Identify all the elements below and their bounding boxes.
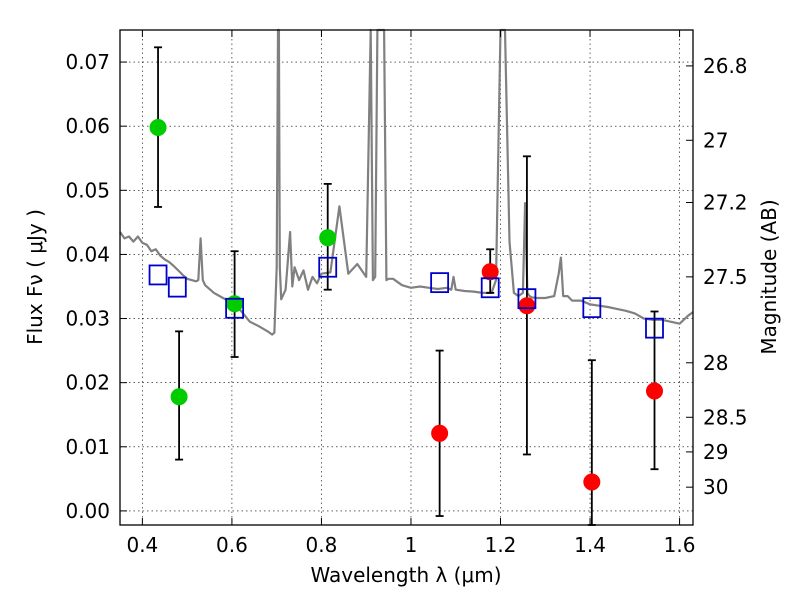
- y-tick-label: 0.05: [65, 178, 110, 202]
- x-tick-label: 1: [405, 533, 418, 557]
- model-sed-line: [119, 28, 694, 336]
- model-photometry-point: [225, 297, 245, 319]
- y-tick-label: 0.04: [65, 242, 110, 266]
- y-tick-label: 0.07: [65, 50, 110, 74]
- data-point: [646, 382, 664, 400]
- model-photometry-point: [645, 317, 664, 339]
- y-tick-label: 0.01: [65, 435, 110, 459]
- x-tick-label: 1.6: [664, 533, 696, 557]
- grid-lines: [120, 30, 693, 525]
- ticks-layer: 0.4 0.6 0.8 1 1.2 1.4 1.6 0.00 0.01 0.02 0.03 0.04 0…: [65, 30, 748, 557]
- right-tick-label: 27.5: [703, 265, 748, 289]
- y-tick-label: 0.03: [65, 307, 110, 331]
- x-axis-label: Wavelength λ (μm): [310, 563, 501, 587]
- data-point: [149, 118, 167, 136]
- model-photometry-point: [318, 256, 338, 278]
- x-tick-label: 1.4: [574, 533, 606, 557]
- right-tick-label: 29: [703, 440, 728, 464]
- model-photometry-layer: [148, 256, 664, 339]
- right-axis-label: Magnitude (AB): [757, 199, 781, 354]
- data-point: [518, 297, 536, 315]
- plot-frame: [119, 29, 694, 526]
- model-sed-layer: [119, 28, 694, 336]
- data-point: [481, 263, 499, 281]
- data-point: [319, 229, 337, 247]
- y-tick-label: 0.02: [65, 371, 110, 395]
- right-tick-label: 28: [703, 351, 728, 375]
- data-point: [583, 473, 601, 491]
- right-tick-label: 27.2: [703, 190, 748, 214]
- data-point: [431, 424, 449, 442]
- model-photometry-point: [167, 276, 187, 298]
- model-photometry-point: [517, 288, 537, 310]
- y-tick-label: 0.00: [65, 499, 110, 523]
- x-tick-label: 0.4: [126, 533, 158, 557]
- x-tick-label: 1.2: [485, 533, 517, 557]
- model-photometry-point: [480, 277, 500, 299]
- right-tick-label: 27: [703, 128, 728, 152]
- model-photometry-point: [582, 297, 602, 319]
- model-photometry-point: [430, 272, 450, 294]
- y-tick-label: 0.06: [65, 114, 110, 138]
- data-point: [170, 388, 188, 406]
- model-photometry-point: [148, 264, 168, 286]
- right-tick-label: 28.5: [703, 405, 748, 429]
- right-tick-label: 30: [703, 475, 728, 499]
- data-points-layer: [149, 118, 664, 491]
- right-tick-label: 26.8: [703, 54, 748, 78]
- y-axis-label: Flux Fν ( μJy ): [23, 209, 47, 345]
- x-tick-label: 0.6: [216, 533, 248, 557]
- x-tick-label: 0.8: [306, 533, 338, 557]
